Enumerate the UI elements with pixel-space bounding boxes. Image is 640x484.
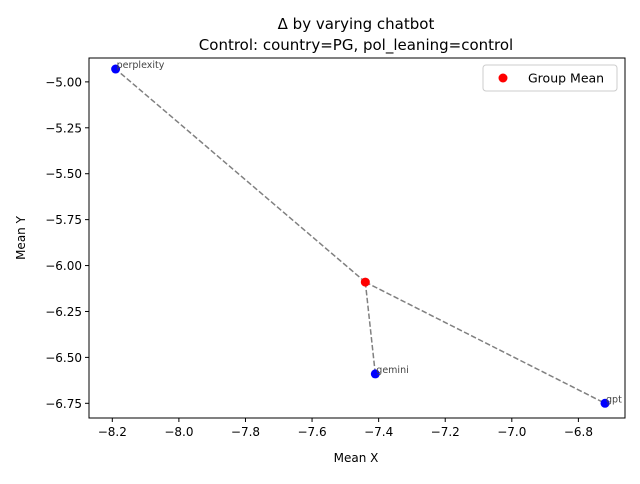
group-mean-point (360, 277, 370, 287)
point-perplexity (111, 64, 121, 74)
y-tick-label: −5.00 (45, 75, 82, 89)
legend-box (482, 64, 618, 92)
legend: Group Mean (482, 64, 618, 92)
x-tick-label: −7.0 (497, 425, 526, 439)
legend-marker-group-mean (498, 73, 508, 83)
y-axis-label: Mean Y (14, 215, 28, 260)
point-label-gemini: gemini (376, 365, 408, 376)
x-tick-label: −7.4 (364, 425, 393, 439)
x-tick-label: −8.2 (98, 425, 127, 439)
y-tick-label: −5.25 (45, 121, 82, 135)
x-tick-label: −7.6 (297, 425, 326, 439)
point-label-perplexity: perplexity (117, 60, 165, 71)
x-tick-label: −6.8 (564, 425, 593, 439)
x-axis-label: Mean X (334, 451, 379, 465)
y-tick-label: −6.75 (45, 397, 82, 411)
y-tick-label: −6.25 (45, 305, 82, 319)
connector-line-perplexity (115, 68, 366, 283)
connector-line-gemini (364, 282, 377, 374)
plot-frame (88, 57, 626, 419)
plot-area: −8.2 −8.0 −7.8 −7.6 −7.4 −7.2 −7.0 −6.8 −5.00 −5.… (45, 57, 626, 439)
y-tick-label: −6.50 (45, 351, 82, 365)
connector-line-gpt (364, 281, 606, 404)
chart-title-line2: Control: country=PG, pol_leaning=control (199, 36, 513, 55)
point-label-gpt: gpt (606, 394, 622, 405)
point-gpt (600, 398, 610, 408)
chart-title-line1: Δ by varying chatbot (278, 15, 435, 33)
x-tick-label: −7.8 (231, 425, 260, 439)
y-tick-label: −5.75 (45, 213, 82, 227)
x-tick-label: −7.2 (431, 425, 460, 439)
point-gemini (370, 369, 380, 379)
y-tick-label: −5.50 (45, 167, 82, 181)
legend-label-group-mean: Group Mean (528, 71, 604, 86)
y-tick-label: −6.00 (45, 259, 82, 273)
x-tick-label: −8.0 (164, 425, 193, 439)
